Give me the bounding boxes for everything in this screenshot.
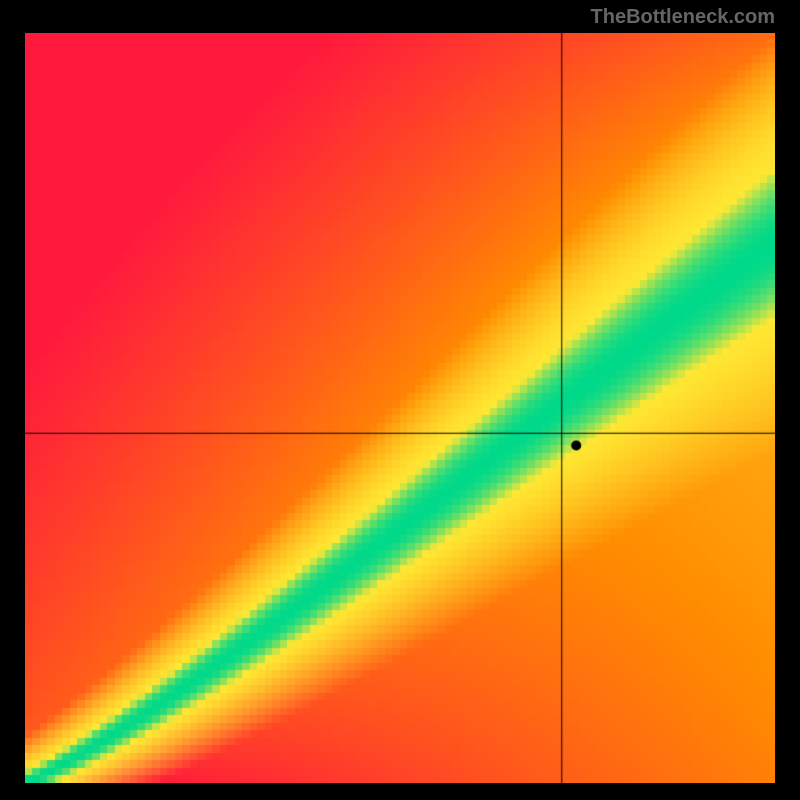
- watermark-text: TheBottleneck.com: [25, 0, 775, 33]
- heatmap-canvas: [25, 33, 775, 783]
- chart-container: [25, 33, 775, 783]
